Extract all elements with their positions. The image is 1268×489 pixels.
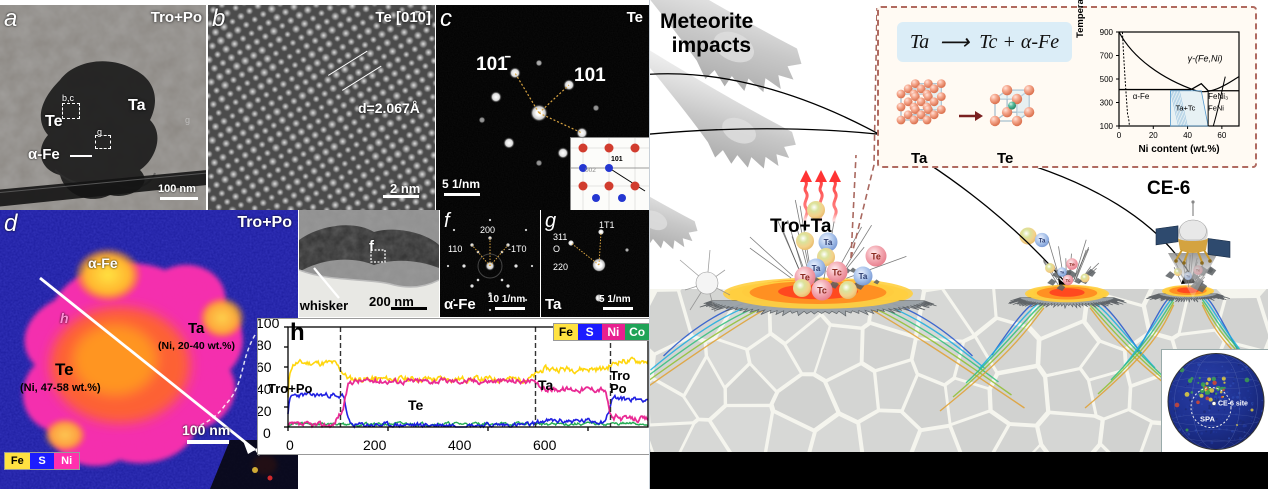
svg-text:1T1: 1T1 xyxy=(599,220,615,230)
svg-text:40: 40 xyxy=(1183,131,1192,140)
svg-text:300: 300 xyxy=(1100,99,1114,108)
svg-text:100: 100 xyxy=(1100,122,1114,131)
svg-text:311: 311 xyxy=(553,232,567,242)
svg-text:γ-(Fe,Ni): γ-(Fe,Ni) xyxy=(1188,53,1223,63)
svg-text:-1T0: -1T0 xyxy=(508,244,527,254)
svg-text:101: 101 xyxy=(574,65,606,86)
svg-text:220: 220 xyxy=(553,262,568,272)
svg-text:Ta+Tc: Ta+Tc xyxy=(1176,104,1196,113)
svg-text:101̄: 101̄ xyxy=(476,54,511,75)
svg-text:110: 110 xyxy=(448,244,462,254)
svg-text:700: 700 xyxy=(1100,52,1114,61)
svg-text:0: 0 xyxy=(1117,131,1122,140)
svg-text:60: 60 xyxy=(1217,131,1226,140)
svg-text:101: 101 xyxy=(611,156,623,163)
svg-text:20: 20 xyxy=(1149,131,1158,140)
svg-text:O: O xyxy=(553,244,560,254)
svg-text:FeNi: FeNi xyxy=(1208,104,1224,113)
svg-text:900: 900 xyxy=(1100,28,1114,37)
svg-text:g: g xyxy=(185,115,190,125)
svg-text:α-Fe: α-Fe xyxy=(1133,92,1150,101)
svg-text:200: 200 xyxy=(480,225,495,235)
svg-text:500: 500 xyxy=(1100,75,1114,84)
svg-text:FeNi₃: FeNi₃ xyxy=(1208,92,1228,101)
svg-text:CE-6 site: CE-6 site xyxy=(1218,401,1248,408)
svg-text:Ni content (wt.%): Ni content (wt.%) xyxy=(1138,144,1219,154)
svg-text:002: 002 xyxy=(585,167,596,174)
svg-text:SPA: SPA xyxy=(1200,415,1215,424)
